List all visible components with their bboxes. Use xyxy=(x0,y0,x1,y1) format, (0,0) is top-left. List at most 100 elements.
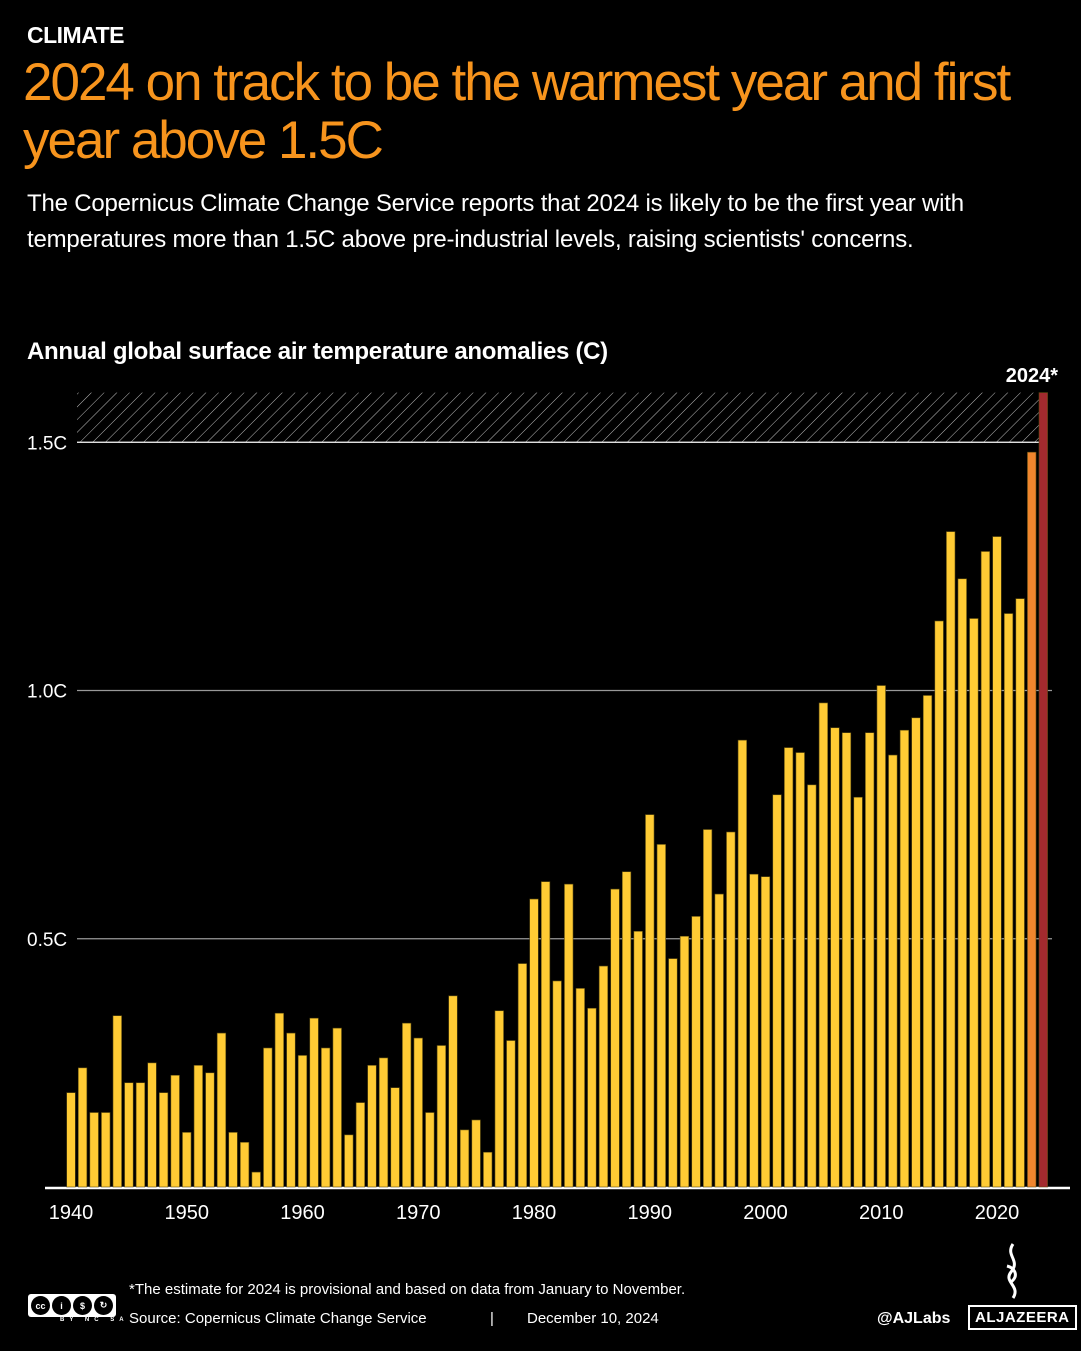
y-tick-label: 1.5C xyxy=(27,433,67,454)
bar-2007 xyxy=(841,732,852,1188)
bar-1970 xyxy=(413,1037,423,1188)
license-labels: BY NC SA xyxy=(60,1317,129,1323)
bar-1961 xyxy=(309,1017,319,1188)
bar-1976 xyxy=(483,1151,493,1188)
bar-1942 xyxy=(89,1112,99,1188)
y-tick-label: 0.5C xyxy=(27,930,67,951)
bar-2001 xyxy=(772,794,782,1188)
bar-1955 xyxy=(240,1142,250,1188)
nc-icon: $ xyxy=(73,1296,92,1315)
footnote: *The estimate for 2024 is provisional an… xyxy=(129,1281,686,1298)
bar-2019 xyxy=(980,551,991,1188)
bar-2004 xyxy=(807,784,817,1188)
bar-1972 xyxy=(436,1045,447,1188)
chart-title: Annual global surface air temperature an… xyxy=(27,338,608,365)
aljazeera-logo-icon xyxy=(1006,1243,1017,1299)
bar-2009 xyxy=(865,732,875,1188)
bar-1984 xyxy=(575,988,585,1188)
bar-1940 xyxy=(66,1092,76,1188)
x-tick-label: 2010 xyxy=(859,1202,904,1224)
bar-1993 xyxy=(679,935,690,1188)
bar-2014 xyxy=(922,695,933,1188)
creative-commons-license-icon: cc i $ ↻ xyxy=(28,1294,116,1317)
bar-1960 xyxy=(297,1055,308,1188)
bar-1982 xyxy=(552,980,562,1188)
bar-2015 xyxy=(934,620,944,1188)
bar-1989 xyxy=(633,931,643,1188)
bar-2023 xyxy=(1027,451,1037,1188)
bar-1986 xyxy=(598,965,609,1188)
bar-2006 xyxy=(830,727,840,1188)
bar-1973 xyxy=(448,995,458,1188)
x-tick-label: 2020 xyxy=(975,1202,1020,1224)
aljazeera-wordmark: ALJAZEERA xyxy=(968,1305,1077,1330)
bar-1992 xyxy=(668,958,678,1188)
highlight-label-2024: 2024* xyxy=(1006,365,1058,387)
bar-1998 xyxy=(737,739,747,1188)
bar-2010 xyxy=(876,685,886,1188)
bar-1959 xyxy=(286,1032,296,1188)
bar-1969 xyxy=(402,1022,412,1188)
bar-1975 xyxy=(471,1119,481,1188)
threshold-band xyxy=(77,392,1039,443)
subtitle: The Copernicus Climate Change Service re… xyxy=(27,190,964,253)
x-tick-label: 1940 xyxy=(49,1202,94,1224)
bar-1965 xyxy=(355,1102,365,1188)
bar-1949 xyxy=(170,1074,180,1188)
bar-1943 xyxy=(101,1112,111,1188)
sa-icon: ↻ xyxy=(94,1296,113,1315)
bar-1941 xyxy=(77,1067,88,1188)
separator: | xyxy=(490,1310,494,1327)
social-handle: @AJLabs xyxy=(877,1310,951,1327)
bar-1953 xyxy=(216,1032,227,1188)
bar-2012 xyxy=(899,729,909,1188)
x-tick-label: 2000 xyxy=(743,1202,788,1224)
bar-1951 xyxy=(193,1065,203,1188)
y-tick-label: 1.0C xyxy=(27,682,67,703)
bar-1952 xyxy=(205,1072,215,1188)
headline: 2024 on track to be the warmest year and… xyxy=(23,53,1011,170)
x-tick-label: 1950 xyxy=(165,1202,210,1224)
bar-1987 xyxy=(610,888,620,1188)
cc-icon: cc xyxy=(31,1296,50,1315)
bar-1977 xyxy=(494,1010,504,1188)
bar-1944 xyxy=(112,1015,122,1188)
bar-1981 xyxy=(540,881,551,1188)
bar-1963 xyxy=(332,1027,342,1188)
bar-1956 xyxy=(251,1171,261,1188)
bar-2013 xyxy=(911,717,921,1188)
bar-1945 xyxy=(124,1082,134,1188)
by-icon: i xyxy=(52,1296,71,1315)
bar-1978 xyxy=(506,1040,516,1188)
bar-2024 xyxy=(1038,392,1048,1188)
bar-1988 xyxy=(621,871,632,1188)
bar-2003 xyxy=(795,752,805,1188)
bar-1971 xyxy=(425,1112,435,1188)
bar-1996 xyxy=(714,893,724,1188)
bar-2011 xyxy=(888,754,898,1188)
bar-2022 xyxy=(1015,598,1025,1188)
bar-2000 xyxy=(760,876,771,1188)
source: Source: Copernicus Climate Change Servic… xyxy=(129,1310,427,1327)
bar-1979 xyxy=(517,963,528,1188)
bar-1962 xyxy=(321,1047,331,1188)
x-tick-label: 1960 xyxy=(280,1202,325,1224)
bar-2018 xyxy=(969,618,979,1188)
x-tick-label: 1990 xyxy=(628,1202,673,1224)
bar-2016 xyxy=(946,531,956,1188)
bar-1967 xyxy=(378,1057,389,1188)
bar-2017 xyxy=(957,578,967,1188)
bar-1983 xyxy=(564,883,574,1188)
bar-1994 xyxy=(691,916,701,1188)
bar-1995 xyxy=(703,829,713,1188)
bar-1968 xyxy=(390,1087,400,1188)
section-kicker: CLIMATE xyxy=(27,22,125,48)
bar-1980 xyxy=(529,898,539,1188)
bar-1990 xyxy=(645,814,655,1188)
bar-2008 xyxy=(853,796,863,1188)
bar-2005 xyxy=(818,702,828,1188)
bar-1991 xyxy=(656,844,666,1188)
bar-1958 xyxy=(274,1012,284,1188)
bar-2002 xyxy=(784,747,794,1188)
